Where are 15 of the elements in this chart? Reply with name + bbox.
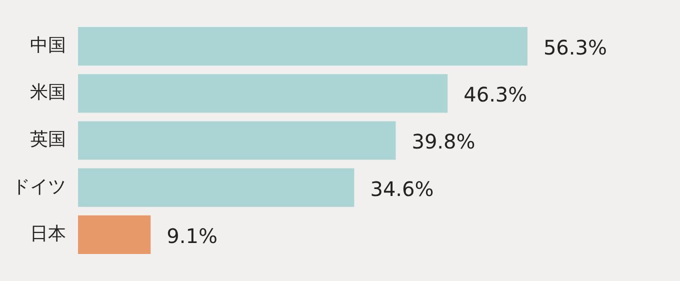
- data-label: 39.8%: [412, 130, 476, 154]
- bar: [78, 121, 396, 160]
- y-tick-label: 英国: [30, 129, 66, 150]
- y-tick-label: 米国: [30, 82, 66, 104]
- bar: [78, 215, 151, 254]
- bar: [78, 168, 354, 207]
- data-label: 46.3%: [464, 82, 528, 107]
- data-label: 34.6%: [370, 176, 434, 201]
- bar: [78, 74, 448, 113]
- bar: [78, 27, 528, 66]
- data-label: 56.3%: [543, 36, 608, 60]
- y-tick-label: 日本: [30, 223, 66, 244]
- data-label: 9.1%: [166, 224, 218, 248]
- y-tick-label: 中国: [30, 35, 66, 56]
- y-tick-label: ドイツ: [12, 176, 66, 198]
